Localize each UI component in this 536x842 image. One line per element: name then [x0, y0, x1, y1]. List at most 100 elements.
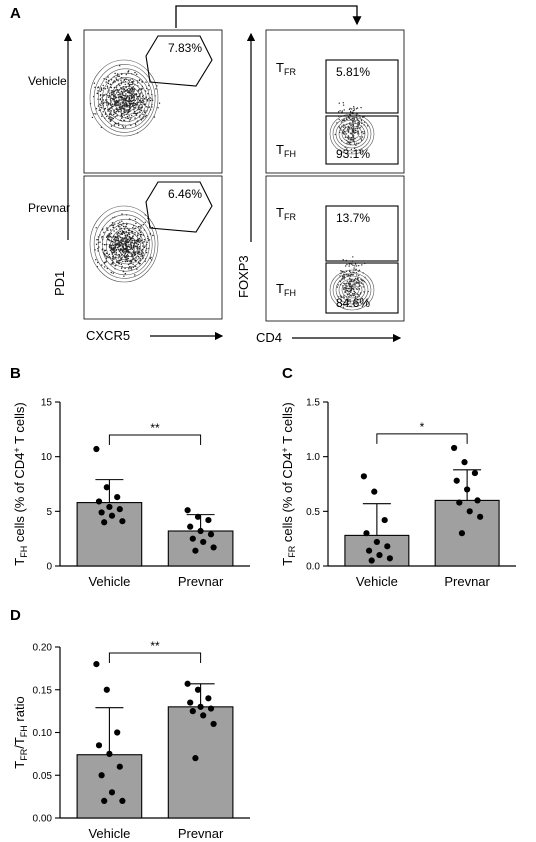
- flow-event: [122, 225, 125, 228]
- flow-event: [354, 295, 357, 298]
- flow-event: [141, 255, 144, 257]
- flow-event: [340, 129, 342, 131]
- flow-event: [107, 110, 109, 112]
- flow-event: [137, 82, 139, 84]
- flow-event: [111, 103, 114, 105]
- flow-event: [110, 236, 112, 238]
- flow-event: [120, 254, 123, 256]
- flow-event: [128, 100, 130, 102]
- data-point-b-vehicle: [119, 518, 126, 525]
- flow-event: [351, 152, 353, 154]
- flow-event: [132, 227, 134, 229]
- gate-pct-vehicle: 7.83%: [168, 41, 202, 55]
- flow-event: [121, 106, 124, 108]
- flow-event: [339, 110, 341, 112]
- flow-contour: [89, 205, 159, 283]
- flow-event: [135, 93, 137, 95]
- data-point-d-prevnar: [189, 708, 196, 715]
- flow-event: [348, 293, 350, 295]
- flow-event: [143, 241, 145, 243]
- data-point-b-prevnar: [197, 527, 204, 535]
- flow-event: [340, 296, 342, 299]
- flow-event: [354, 120, 356, 123]
- flow-event: [346, 280, 348, 282]
- flow-event: [349, 285, 352, 288]
- flow-event: [126, 103, 128, 105]
- flow-event: [354, 265, 356, 267]
- flow-event: [133, 227, 135, 230]
- flow-event: [121, 249, 123, 251]
- significance-label-d: **: [150, 639, 160, 653]
- flow-event: [101, 115, 103, 118]
- flow-event: [155, 88, 157, 90]
- flow-event: [107, 95, 109, 97]
- flow-event: [141, 248, 144, 251]
- flow-event: [96, 239, 98, 241]
- flow-event: [100, 87, 103, 89]
- flow-event: [123, 275, 125, 277]
- flow-event: [142, 99, 144, 102]
- data-point-b-vehicle: [108, 512, 116, 519]
- flow-event: [104, 107, 107, 110]
- flow-event: [95, 108, 98, 110]
- data-point-c-prevnar: [453, 477, 460, 484]
- flow-event: [352, 134, 354, 136]
- flow-contour: [110, 227, 144, 265]
- y-tick-label-b: 0: [46, 562, 52, 573]
- flow-event: [144, 116, 146, 118]
- flow-event: [110, 271, 113, 274]
- flow-event: [352, 140, 354, 142]
- flow-event: [357, 121, 359, 124]
- flow-event: [358, 274, 360, 277]
- flow-event: [102, 99, 105, 101]
- pd1-cxcr5-gate-prevnar: [145, 181, 213, 233]
- flow-event: [124, 267, 126, 269]
- flow-event: [341, 275, 344, 278]
- flow-event: [126, 245, 128, 248]
- flow-event: [102, 111, 104, 113]
- flow-event: [358, 269, 361, 271]
- flow-event: [356, 274, 358, 276]
- gate-pct-prevnar: 6.46%: [168, 187, 202, 201]
- flow-event: [113, 113, 115, 116]
- flow-event: [112, 117, 115, 120]
- flow-event: [112, 226, 115, 229]
- flow-event: [350, 271, 352, 273]
- flow-event: [115, 254, 117, 256]
- flow-event: [127, 260, 129, 263]
- flow-event: [127, 70, 129, 73]
- data-point-b-prevnar: [205, 516, 212, 524]
- flow-event: [352, 135, 354, 137]
- flow-event: [109, 96, 111, 98]
- flow-event: [110, 90, 113, 92]
- flow-event: [119, 236, 121, 238]
- flow-event: [130, 102, 133, 105]
- flow-event: [127, 101, 130, 103]
- y-tick-label-d: 0.20: [33, 643, 53, 654]
- flow-event: [97, 87, 99, 89]
- flow-event: [138, 246, 141, 248]
- flow-event: [120, 113, 123, 115]
- flow-event: [121, 117, 123, 120]
- flow-event: [122, 240, 124, 243]
- flow-event: [109, 240, 111, 242]
- flow-event: [114, 89, 117, 92]
- y-tick-label-d: 0.00: [33, 814, 53, 825]
- flow-event: [113, 230, 115, 232]
- flow-event: [130, 92, 132, 95]
- flow-event: [116, 232, 118, 234]
- flow-event: [123, 230, 125, 233]
- flow-event: [353, 118, 355, 121]
- flow-contour: [97, 68, 153, 130]
- data-point-c-vehicle: [373, 538, 380, 546]
- flow-event: [347, 290, 349, 292]
- flow-event: [144, 245, 146, 247]
- flow-event: [135, 124, 137, 126]
- flow-event: [362, 286, 364, 288]
- data-point-b-vehicle: [114, 494, 121, 501]
- flow-event: [118, 254, 120, 256]
- flow-event: [117, 94, 119, 96]
- data-point-c-prevnar: [474, 497, 481, 504]
- flow-event: [126, 115, 129, 118]
- flow-event: [119, 65, 121, 67]
